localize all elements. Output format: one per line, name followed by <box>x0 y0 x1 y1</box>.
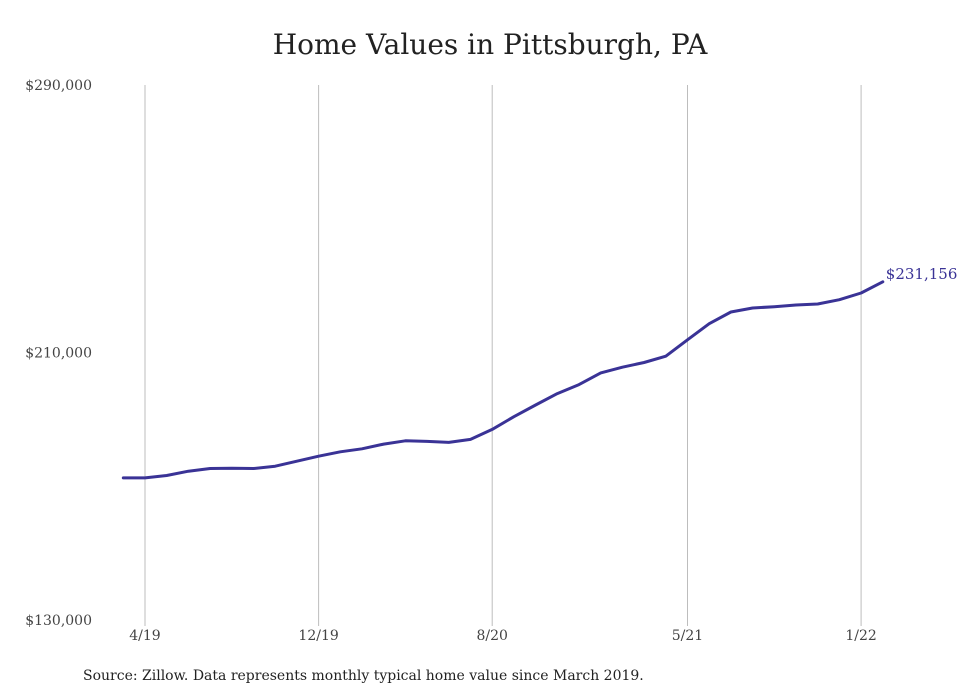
gridlines <box>144 85 862 626</box>
data-labels: $231,156 <box>886 265 958 283</box>
x-tick-label: 4/19 <box>129 628 160 644</box>
y-tick-label: $290,000 <box>25 78 92 94</box>
y-axis-ticks: $130,000 $210,000 $290,000 <box>25 78 92 629</box>
last-value-label: $231,156 <box>886 265 958 283</box>
source-note: Source: Zillow. Data represents monthly … <box>83 668 644 684</box>
series-lines <box>121 280 885 480</box>
x-tick-label: 12/19 <box>298 628 338 644</box>
series-line-0 <box>121 280 885 480</box>
chart-title: Home Values in Pittsburgh, PA <box>272 28 708 61</box>
x-axis-ticks: 4/19 12/19 8/20 5/21 1/22 <box>129 628 877 644</box>
x-tick-label: 5/21 <box>672 628 703 644</box>
x-tick-label: 8/20 <box>476 628 507 644</box>
x-tick-label: 1/22 <box>845 628 876 644</box>
y-tick-label: $210,000 <box>25 346 92 362</box>
y-tick-label: $130,000 <box>25 613 92 629</box>
